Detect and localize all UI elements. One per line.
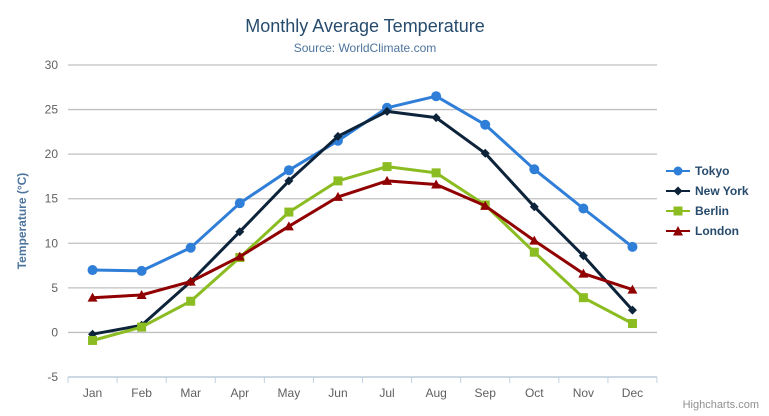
marker-new-york-may[interactable] xyxy=(284,176,294,186)
x-axis-label: Feb xyxy=(131,386,152,400)
marker-berlin-nov[interactable] xyxy=(578,293,588,303)
marker-tokyo-apr[interactable] xyxy=(234,198,245,209)
marker-tokyo-dec[interactable] xyxy=(627,241,638,252)
marker-tokyo-may[interactable] xyxy=(283,165,294,176)
series-line-new-york[interactable] xyxy=(91,109,634,336)
marker-london-feb[interactable] xyxy=(136,289,147,299)
x-axis-label: Sep xyxy=(475,386,497,400)
legend-item-new-york[interactable]: New York xyxy=(666,181,749,201)
marker-berlin-jan[interactable] xyxy=(88,335,98,345)
y-axis-label: 15 xyxy=(45,192,59,206)
marker-london-apr[interactable] xyxy=(234,251,245,261)
marker-berlin-jun[interactable] xyxy=(333,176,343,186)
marker-london-dec[interactable] xyxy=(627,284,638,294)
x-axis-label: Nov xyxy=(573,386,594,400)
legend-label: Tokyo xyxy=(695,164,730,178)
x-axis-label: Apr xyxy=(230,386,249,400)
marker-london-oct[interactable] xyxy=(529,235,540,245)
new-york-line-diamond-marker-icon xyxy=(666,186,690,196)
marker-berlin-aug[interactable] xyxy=(431,168,441,178)
y-axis-label: 25 xyxy=(45,103,59,117)
marker-tokyo-nov[interactable] xyxy=(578,203,589,214)
y-axis-label: 30 xyxy=(45,58,59,72)
marker-london-jul[interactable] xyxy=(382,175,393,185)
x-axis-label: Oct xyxy=(525,386,544,400)
marker-new-york-oct[interactable] xyxy=(529,202,539,212)
marker-berlin-oct[interactable] xyxy=(529,247,539,257)
marker-berlin-jul[interactable] xyxy=(382,162,392,172)
x-axis-label: May xyxy=(278,386,301,400)
tokyo-line-circle-marker-icon xyxy=(666,166,690,176)
legend-label: London xyxy=(695,224,739,238)
marker-tokyo-jan[interactable] xyxy=(87,265,98,276)
marker-berlin-may[interactable] xyxy=(284,207,294,217)
x-axis-label: Mar xyxy=(180,386,201,400)
y-axis-label: 0 xyxy=(51,325,58,339)
marker-new-york-jul[interactable] xyxy=(382,106,392,116)
legend-item-london[interactable]: London xyxy=(666,221,749,241)
marker-berlin-feb[interactable] xyxy=(137,322,147,332)
marker-london-aug[interactable] xyxy=(431,179,442,189)
marker-new-york-apr[interactable] xyxy=(235,227,245,237)
x-axis-label: Jul xyxy=(379,386,394,400)
y-axis-label: 20 xyxy=(45,147,59,161)
marker-london-mar[interactable] xyxy=(185,276,196,286)
series-line-berlin[interactable] xyxy=(91,165,634,342)
marker-berlin-dec[interactable] xyxy=(627,319,637,329)
marker-new-york-nov[interactable] xyxy=(578,251,588,261)
marker-london-nov[interactable] xyxy=(578,268,589,278)
export-menu-button[interactable] xyxy=(729,17,753,37)
marker-london-may[interactable] xyxy=(283,221,294,231)
marker-london-jun[interactable] xyxy=(332,191,343,201)
marker-tokyo-aug[interactable] xyxy=(431,91,442,102)
marker-london-sep[interactable] xyxy=(480,200,491,210)
berlin-line-square-marker-icon xyxy=(666,206,690,216)
marker-tokyo-mar[interactable] xyxy=(185,242,196,253)
y-axis-label: 5 xyxy=(51,281,58,295)
marker-new-york-sep[interactable] xyxy=(480,148,490,158)
legend-item-berlin[interactable]: Berlin xyxy=(666,201,749,221)
marker-tokyo-oct[interactable] xyxy=(529,164,540,175)
marker-london-jan[interactable] xyxy=(87,292,98,302)
marker-new-york-dec[interactable] xyxy=(627,305,637,315)
marker-new-york-jun[interactable] xyxy=(333,131,343,141)
series-line-london[interactable] xyxy=(91,179,634,300)
y-axis-title: Temperature (°C) xyxy=(15,173,29,270)
legend-label: Berlin xyxy=(695,204,730,218)
marker-tokyo-feb[interactable] xyxy=(136,265,147,276)
marker-new-york-aug[interactable] xyxy=(431,113,441,123)
x-axis-label: Jun xyxy=(328,386,347,400)
marker-tokyo-sep[interactable] xyxy=(480,119,491,130)
y-axis-label: -5 xyxy=(47,370,58,384)
x-axis-label: Jan xyxy=(83,386,102,400)
chart-header: Monthly Average Temperature Source: Worl… xyxy=(0,16,730,55)
london-line-triangle-marker-icon xyxy=(666,226,690,236)
legend-item-tokyo[interactable]: Tokyo xyxy=(666,161,749,181)
y-axis-label: 10 xyxy=(45,236,59,250)
highcharts-credit-link[interactable]: Highcharts.com xyxy=(682,399,759,411)
legend: Tokyo New York Berlin London xyxy=(666,161,749,241)
chart-title: Monthly Average Temperature xyxy=(245,16,485,36)
marker-berlin-mar[interactable] xyxy=(186,296,196,306)
x-axis-label: Aug xyxy=(425,386,446,400)
chart-subtitle: Source: WorldClimate.com xyxy=(293,41,437,55)
legend-label: New York xyxy=(695,184,749,198)
x-axis-label: Dec xyxy=(622,386,643,400)
